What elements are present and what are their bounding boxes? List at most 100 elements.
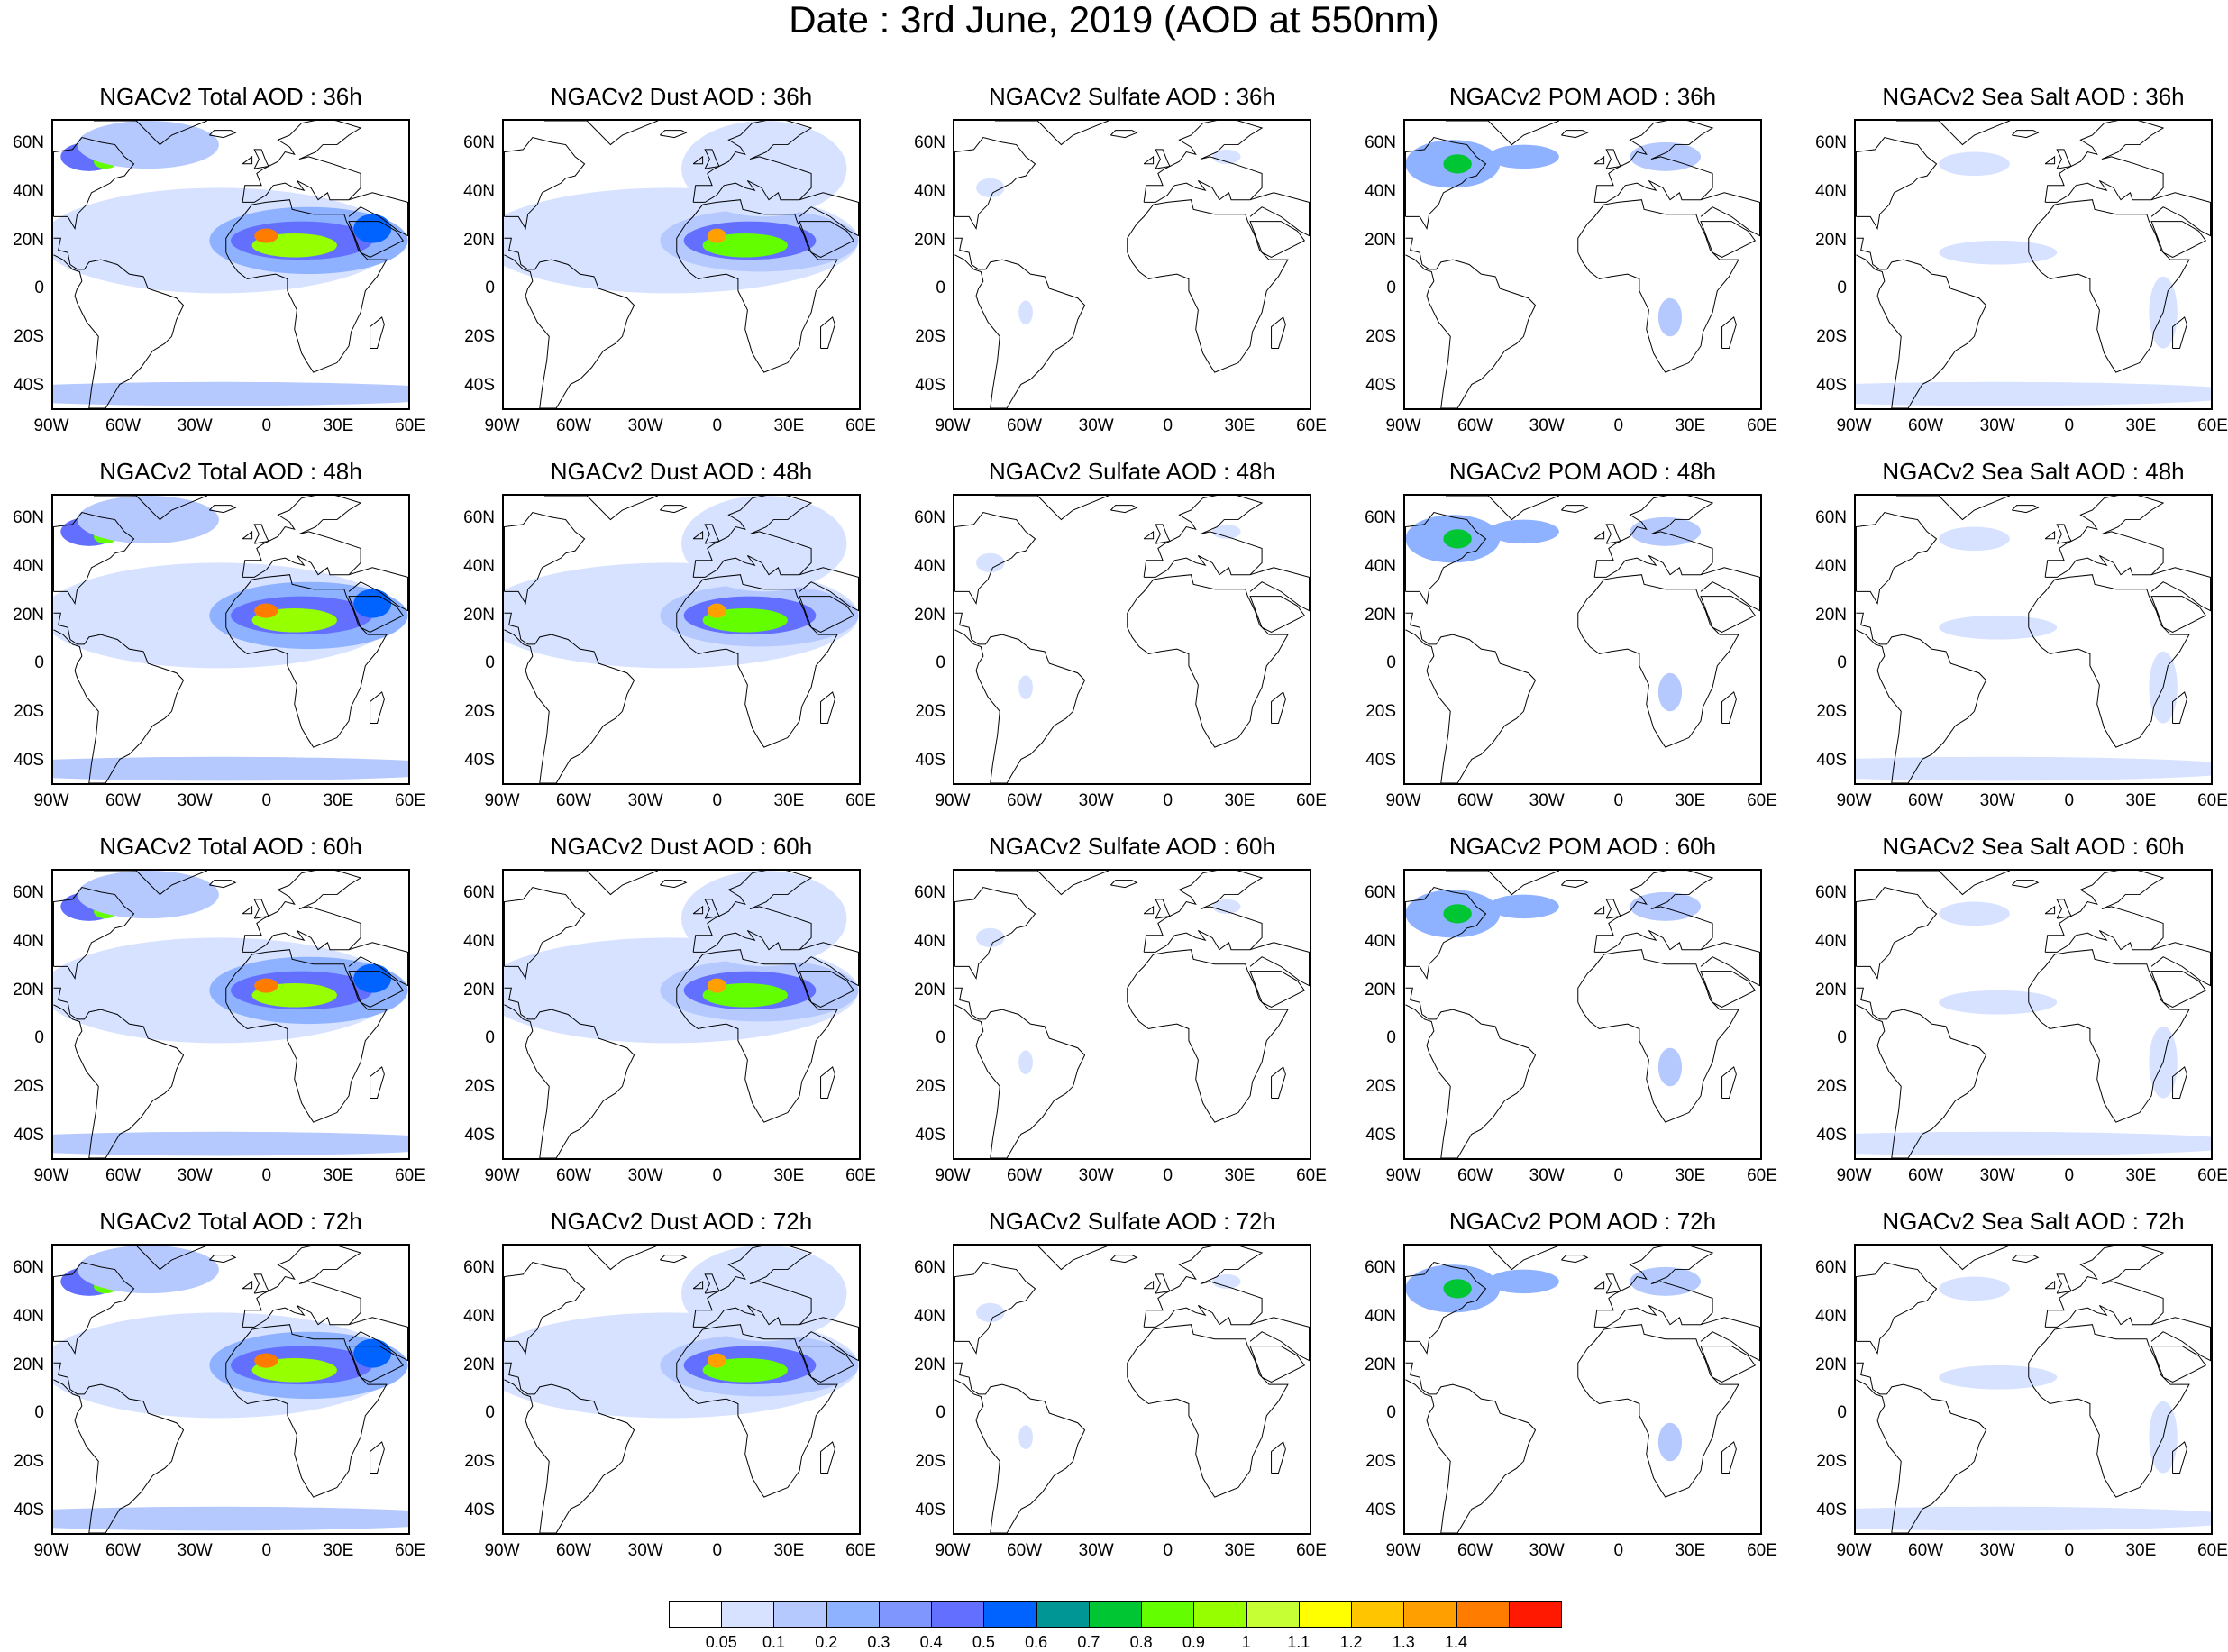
coastline-0 [954,512,1036,606]
coastline-1 [1856,612,1987,783]
aod-shade-5 [254,228,278,243]
coastline-6 [692,155,704,165]
lat-tick-label: 40N [914,931,945,951]
lat-tick-label: 20N [463,605,495,625]
coastline-10 [370,1066,385,1100]
panel-title-r0-c3: NGACv2 POM AOD : 36h [1448,83,1717,110]
lat-tick-label: 40N [1815,556,1847,576]
colorbar-box-6 [983,1601,1038,1628]
lat-tick-label: 20N [1815,1355,1847,1374]
coastline-10 [370,1441,385,1474]
aod-shade-2 [1939,990,2058,1015]
lat-tick-label: 0 [936,653,945,673]
aod-shade-1 [1939,901,2010,926]
lat-tick-label: 20N [1365,980,1396,999]
coastline-7 [995,871,1109,896]
lon-tick-label: 60W [105,1541,142,1560]
coastline-0 [954,1262,1036,1355]
aod-colorbar: 0.05 0.1 0.2 0.3 0.4 0.5 0.6 0.7 0.8 0.9 1 1.1 1.2 1.… [669,1601,1563,1651]
coastline-1 [504,1362,635,1533]
lon-tick-label: 0 [2064,416,2075,435]
coastline-7 [94,1246,208,1271]
coastline-5 [2056,524,2072,544]
aod-shade-2 [1018,1425,1033,1449]
lon-tick-label: 0 [1613,1166,1624,1185]
coastline-0 [504,1262,586,1355]
lat-tick-label: 0 [485,653,495,673]
lon-tick-label: 0 [1163,791,1173,810]
map-panel-r1-c2 [953,494,1311,785]
lon-tick-label: 90W [33,791,69,810]
lat-tick-label: 0 [1386,1028,1396,1048]
aod-field-map [1405,1246,1760,1533]
lat-tick-label: 20S [1816,1452,1847,1472]
colorbar-label: 0.3 [867,1633,890,1651]
coastline-3 [2044,496,2165,578]
lat-tick-label: 60N [914,1257,945,1277]
aod-shade-1 [1443,529,1472,549]
aod-shade-8 [77,496,219,544]
coastline-1 [504,612,635,783]
coastline-10 [1271,316,1286,350]
colorbar-box-0 [669,1601,723,1628]
lon-tick-label: 30W [1078,416,1114,435]
coastline-3 [2044,121,2165,203]
coastline-9 [1249,596,1306,634]
coastline-6 [1143,1280,1155,1290]
lon-tick-label: 30W [1979,416,2015,435]
lon-tick-label: 30E [773,1166,805,1185]
coastline-1 [53,237,185,408]
lon-tick-label: 30W [1529,1541,1565,1560]
aod-shade-5 [254,1353,278,1368]
coastline-8 [799,1317,859,1362]
lat-tick-label: 20S [1816,327,1847,347]
lat-tick-label: 20N [914,980,945,999]
coastline-5 [1155,524,1171,544]
lat-tick-label: 40S [915,1501,945,1520]
aod-shade-5 [681,1246,847,1342]
aod-field-map [1405,121,1760,408]
coastline-6 [2044,1280,2056,1290]
coastline-0 [1856,1262,1938,1355]
aod-shade-2 [1018,675,1033,699]
aod-field-map [504,1246,859,1533]
coastline-9 [1249,971,1306,1009]
coastline-2 [2028,574,2190,748]
colorbar-box-14 [1403,1601,1458,1628]
aod-shade-2 [1488,1269,1559,1294]
lat-tick-label: 40S [14,751,44,771]
coastline-2 [2028,199,2190,373]
lat-tick-label: 0 [936,278,945,298]
coastline-2 [225,574,388,748]
lat-tick-label: 0 [485,278,495,298]
lat-tick-label: 20S [915,1452,945,1472]
aod-field-map [53,871,408,1158]
lon-tick-label: 30E [773,791,805,810]
lon-tick-label: 90W [484,791,520,810]
colorbar-label: 1.2 [1339,1633,1363,1651]
panel-title-r1-c4: NGACv2 Sea Salt AOD : 48h [1882,458,2185,485]
coastline-7 [94,496,208,521]
coastline-3 [1593,871,1714,953]
lon-tick-label: 60E [845,791,876,810]
coastline-4 [1561,880,1589,889]
coastline-1 [954,987,1086,1158]
colorbar-label: 0.8 [1129,1633,1153,1651]
aod-field-map [53,496,408,783]
lat-tick-label: 20N [1815,605,1847,625]
lon-tick-label: 30W [627,1166,663,1185]
lat-tick-label: 40S [14,376,44,396]
aod-field-map [504,871,859,1158]
coastline-5 [704,1273,720,1294]
coastline-9 [2150,1346,2207,1383]
aod-shade-4 [1657,297,1683,337]
lon-tick-label: 60E [845,1541,876,1560]
lon-tick-label: 30W [1529,416,1565,435]
panel-title-r3-c1: NGACv2 Dust AOD : 72h [550,1208,813,1235]
coastline-0 [53,137,135,231]
lon-tick-label: 0 [261,1166,272,1185]
colorbar-label: 0.1 [762,1633,785,1651]
lon-tick-label: 60E [395,791,425,810]
aod-field-map [504,121,859,408]
coastline-6 [2044,530,2056,540]
